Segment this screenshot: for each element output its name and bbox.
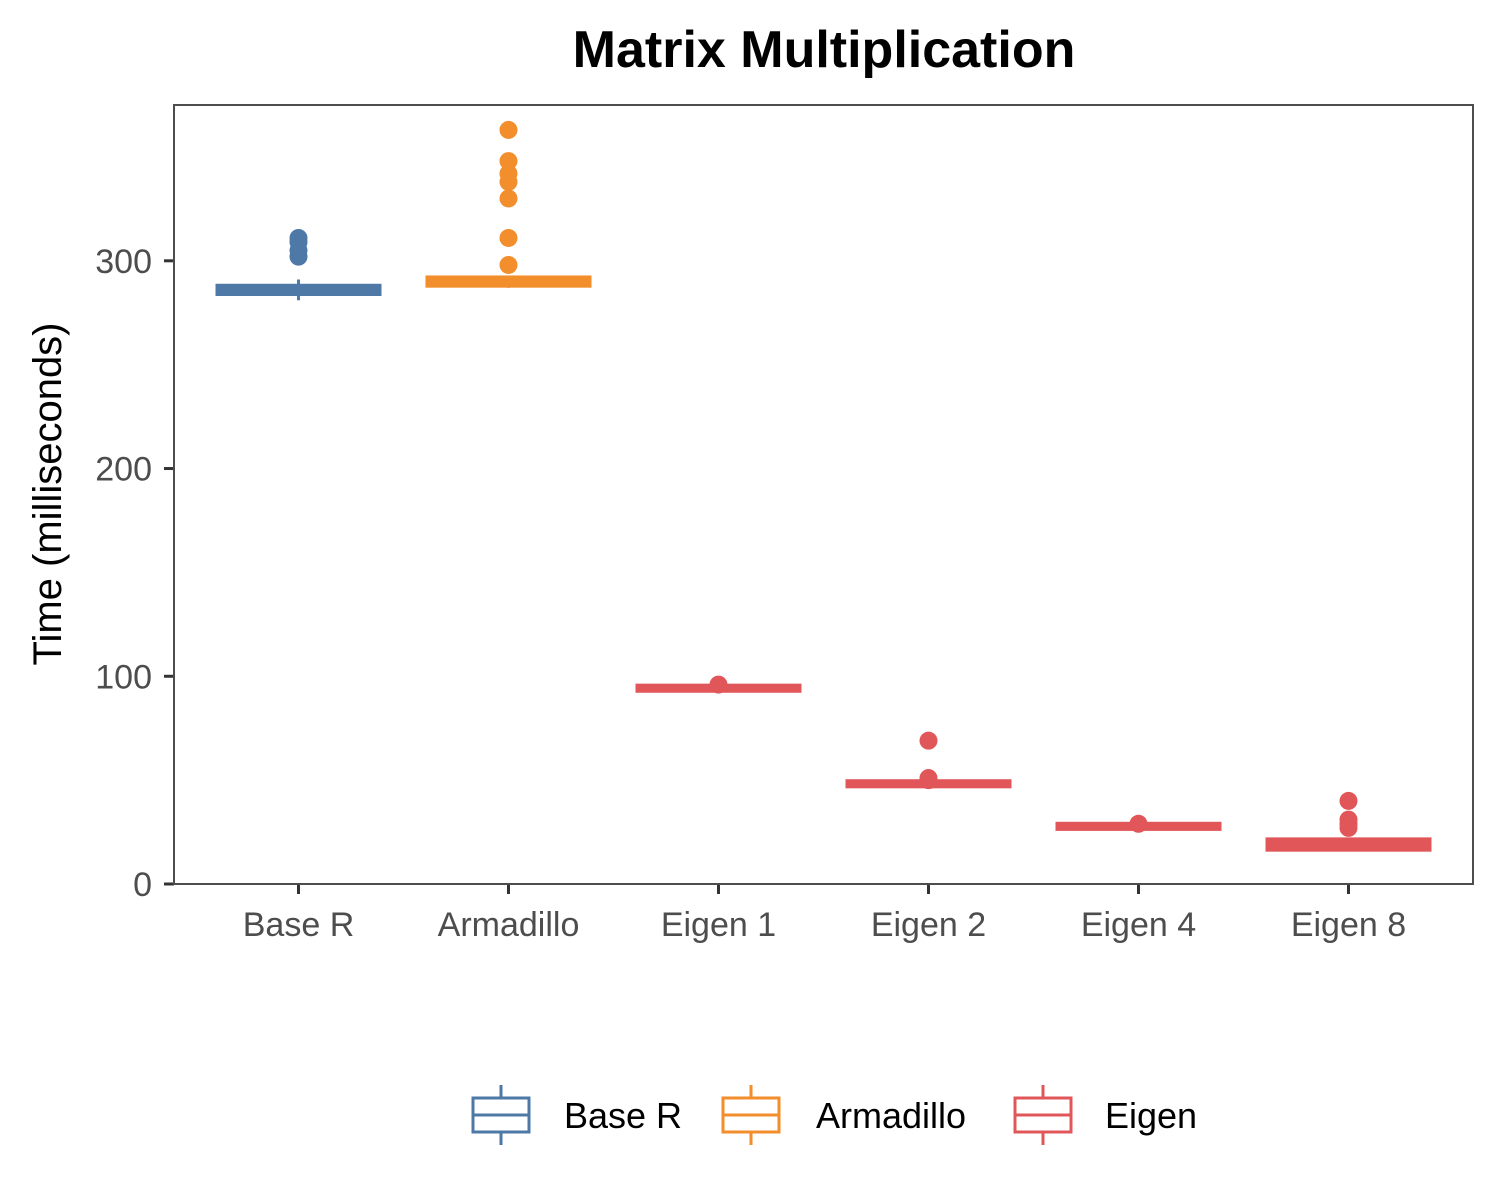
x-tick-label: Armadillo [438, 906, 580, 944]
outlier-point [499, 152, 518, 171]
outlier-point [499, 255, 518, 274]
outlier-point [289, 228, 308, 247]
x-tick-label: Eigen 1 [661, 906, 776, 944]
x-tick-label: Eigen 4 [1081, 906, 1196, 944]
outlier-point [1339, 791, 1358, 810]
panel-border [173, 104, 1474, 885]
legend-label: Armadillo [816, 1095, 966, 1136]
y-tick-label: 300 [95, 243, 152, 281]
box-eigen-1 [635, 675, 802, 694]
box-eigen-2 [845, 731, 1012, 790]
plot-area: 0 100 200 300 Base R Armadillo Eigen 1 Eigen 2 E… [95, 120, 1432, 944]
outlier-point [1129, 814, 1148, 833]
outlier-point [499, 189, 518, 208]
box-eigen-8 [1265, 791, 1432, 852]
box-eigen-4 [1055, 814, 1222, 833]
box-armadillo [425, 120, 592, 288]
outlier-point [709, 675, 728, 694]
outlier-point [499, 120, 518, 139]
y-axis-title: Time (milliseconds) [26, 322, 70, 665]
outlier-point [499, 164, 518, 183]
outlier-point [919, 769, 938, 788]
x-tick-label: Eigen 2 [871, 906, 986, 944]
x-tick-label: Eigen 8 [1291, 906, 1406, 944]
outlier-point [1339, 810, 1358, 829]
legend-item-base-r: Base R [471, 1085, 682, 1145]
y-tick-label: 0 [133, 866, 152, 904]
legend-label: Base R [564, 1095, 682, 1136]
outlier-point [499, 228, 518, 247]
legend-label: Eigen [1105, 1095, 1197, 1136]
box-base-r [215, 228, 382, 301]
x-tick-label: Base R [243, 906, 355, 944]
y-tick-label: 200 [95, 451, 152, 489]
outlier-point [919, 731, 938, 750]
legend-item-eigen: Eigen [1013, 1085, 1197, 1145]
legend-item-armadillo: Armadillo [721, 1085, 966, 1145]
legend: Base R Armadillo Eigen [471, 1085, 1197, 1145]
y-tick-label: 100 [95, 658, 152, 696]
chart-title: Matrix Multiplication [573, 21, 1076, 79]
